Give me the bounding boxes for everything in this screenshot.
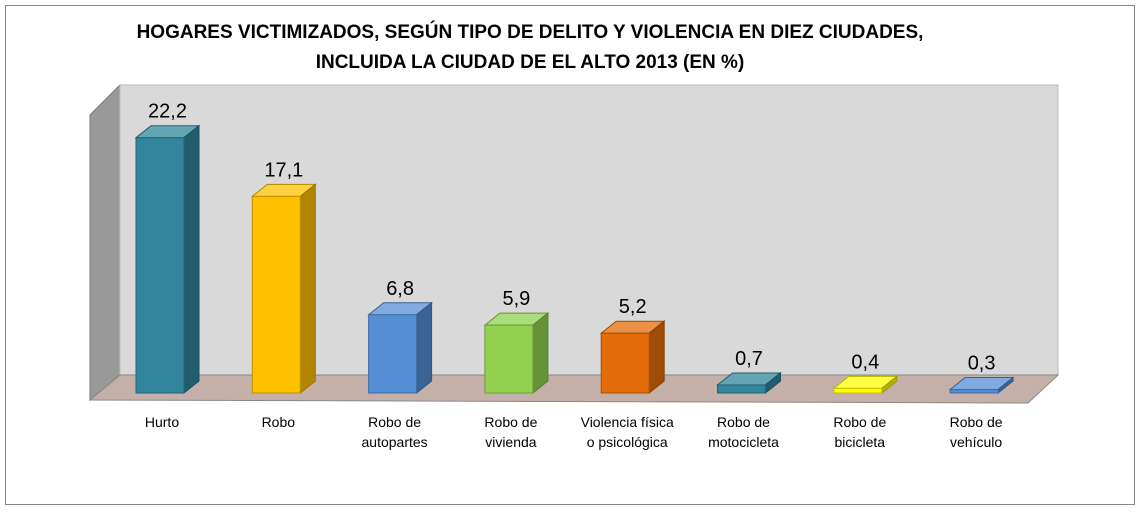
x-tick-label: Hurto xyxy=(144,414,180,430)
bar xyxy=(368,314,418,394)
value-label: 17,1 xyxy=(264,159,303,181)
bar xyxy=(717,384,766,394)
bar xyxy=(833,387,883,394)
side-wall xyxy=(89,83,121,402)
bar xyxy=(135,137,185,394)
chart-title: HOGARES VICTIMIZADOS, SEGÚN TIPO DE DELI… xyxy=(136,22,924,73)
bar xyxy=(251,195,301,394)
value-label: 6,8 xyxy=(386,278,414,300)
chart-frame xyxy=(5,5,1135,505)
x-tick-label: Robo de bicicleta xyxy=(833,414,887,450)
bar-side xyxy=(648,320,665,395)
value-label: 0,4 xyxy=(851,351,879,373)
x-tick-label: Robo de vivienda xyxy=(484,414,538,450)
bar xyxy=(600,332,650,394)
bar-side xyxy=(183,124,200,395)
floor xyxy=(88,374,1060,404)
bar-side xyxy=(416,301,433,395)
x-tick-label: Robo de autopartes xyxy=(361,414,428,450)
value-label: 0,3 xyxy=(968,353,996,375)
value-label: 5,9 xyxy=(502,288,530,310)
bar xyxy=(949,389,999,394)
value-label: 5,2 xyxy=(619,296,647,318)
x-tick-label: Robo de vehículo xyxy=(949,414,1003,450)
bar xyxy=(484,324,534,394)
x-tick-label: Robo xyxy=(261,414,296,430)
x-tick-label: Violencia física o psicológica xyxy=(580,414,674,450)
value-label: 0,7 xyxy=(735,348,763,370)
value-label: 22,2 xyxy=(148,101,187,123)
x-tick-label: Robo de motocicleta xyxy=(708,414,779,450)
bar-side xyxy=(299,183,316,395)
bar-side xyxy=(532,312,549,395)
